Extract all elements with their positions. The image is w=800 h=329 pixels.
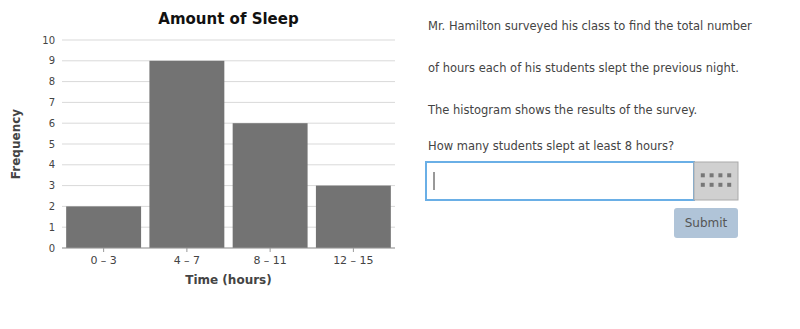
x-axis-label: Time (hours) [185, 273, 271, 287]
grid-line [62, 248, 395, 249]
keyboard-button[interactable] [694, 162, 738, 200]
y-tick-label: 10 [42, 35, 55, 46]
y-tick-label: 5 [49, 139, 55, 150]
submit-button-bg[interactable] [674, 208, 738, 238]
keyboard-key [710, 173, 714, 177]
title: Amount of Sleep [158, 10, 299, 28]
x-tick-label: 0 – 3 [90, 254, 117, 267]
grid-line [62, 144, 395, 145]
y-axis-label: Frequency [9, 109, 23, 179]
x-tick [103, 248, 104, 252]
keyboard-key [701, 173, 705, 177]
grid-line [62, 81, 395, 82]
grid-line [62, 164, 395, 165]
chart: Amount of Sleep 0 1 2 3 4 5 6 7 8 9 10 0 – 3 4 – 7 8 –… [0, 0, 800, 329]
x-tick-label: 8 – 11 [253, 254, 287, 267]
x-tick [270, 248, 271, 252]
x-tick-label: 4 – 7 [174, 254, 201, 267]
paragraph-line: The histogram shows the results of the s… [427, 103, 697, 117]
bar [149, 61, 224, 248]
bar [66, 206, 141, 248]
grid-line [62, 102, 395, 103]
x-tick-label: 12 – 15 [333, 254, 374, 267]
x-axis-line [62, 248, 395, 249]
y-tick-label: 0 [49, 243, 55, 254]
keyboard-key [727, 173, 731, 177]
keyboard-key [727, 183, 731, 187]
y-tick-label: 7 [49, 97, 55, 108]
text-cursor [434, 172, 435, 190]
keyboard-key [710, 183, 714, 187]
bars [66, 61, 391, 248]
x-tick [186, 248, 187, 252]
y-tick-label: 8 [49, 76, 55, 87]
answer-input[interactable] [426, 162, 694, 200]
grid-line [62, 40, 395, 41]
bar [316, 186, 391, 248]
y-tick-label: 3 [49, 180, 55, 191]
page: Amount of Sleep 0 1 2 3 4 5 6 7 8 9 10 0 – 3 4 – 7 8 –… [0, 0, 800, 329]
keyboard-key [701, 183, 705, 187]
y-tick-label: 6 [49, 118, 55, 129]
y-tick-label: 4 [49, 159, 55, 170]
paragraph-line: Mr. Hamilton surveyed his class to find … [428, 19, 752, 33]
keyboard-key [718, 183, 722, 187]
submit-label[interactable]: Submit [685, 216, 728, 230]
y-tick-label: 2 [49, 201, 55, 212]
grid-line [62, 123, 395, 124]
x-tick [353, 248, 354, 252]
y-tick-label: 9 [49, 55, 55, 66]
paragraph-line: of hours each of his students slept the … [428, 61, 739, 75]
keyboard-key [718, 173, 722, 177]
question: How many students slept at least 8 hours… [428, 139, 674, 153]
submit-button[interactable]: Submit [674, 208, 738, 238]
y-tick-label: 1 [49, 222, 55, 233]
grid-line [62, 60, 395, 61]
grid [62, 40, 395, 248]
bar [233, 123, 308, 248]
